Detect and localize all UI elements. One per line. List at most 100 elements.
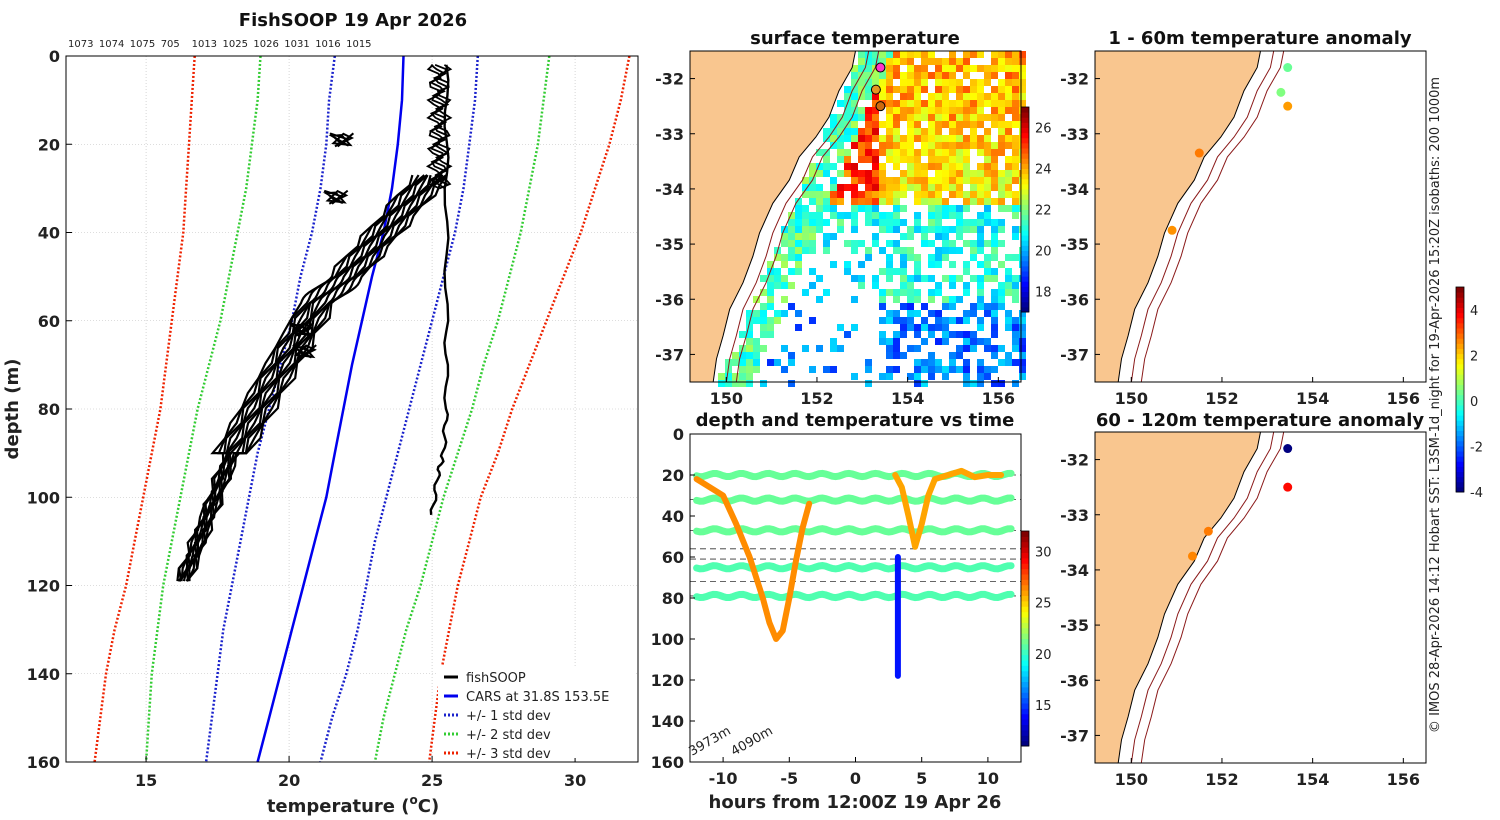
sst-pixel [1012, 289, 1019, 296]
sst-pixel [949, 191, 956, 198]
sst-pixel [949, 72, 956, 79]
sst-pixel [851, 114, 858, 121]
sst-pixel [914, 79, 921, 86]
sst-pixel [900, 303, 907, 310]
sst-pixel [816, 212, 823, 219]
sst-pixel [956, 128, 963, 135]
colorbar-segment [1021, 276, 1029, 282]
sst-pixel [886, 310, 893, 317]
sst-pixel [928, 198, 935, 205]
sst-pixel [1005, 107, 1012, 114]
sst-pixel [823, 205, 830, 212]
sst-pixel [907, 65, 914, 72]
sst-pixel [879, 373, 886, 380]
colorbar-segment [1021, 209, 1029, 216]
sst-pixel [928, 184, 935, 191]
map-y-tick-label: -32 [1060, 451, 1089, 470]
colorbar-segment [1456, 415, 1464, 421]
sst-pixel [858, 86, 865, 93]
sst-pixel [844, 261, 851, 268]
sst-pixel [956, 135, 963, 142]
sst-pixel [746, 345, 753, 352]
sst-pixel [900, 58, 907, 65]
sst-pixel [991, 345, 998, 352]
sst-pixel [844, 268, 851, 275]
colorbar-segment [1456, 384, 1464, 390]
sst-pixel [809, 233, 816, 240]
sst-pixel [928, 254, 935, 261]
sst-pixel [928, 205, 935, 212]
sst-pixel [991, 177, 998, 184]
sst-pixel [928, 114, 935, 121]
sst-pixel [767, 296, 774, 303]
sst-pixel [851, 296, 858, 303]
sst-pixel [935, 219, 942, 226]
sst-pixel [942, 135, 949, 142]
sst-pixel [872, 107, 879, 114]
sst-pixel [767, 261, 774, 268]
sst-pixel [858, 177, 865, 184]
time-series-trace [892, 467, 1005, 550]
map-x-tick-label: 152 [1205, 389, 1238, 408]
fishsoop-profile-line [185, 174, 448, 582]
sst-pixel [991, 198, 998, 205]
sst-pixel [872, 240, 879, 247]
sst-pixel [963, 163, 970, 170]
sst-pixel [928, 149, 935, 156]
sst-pixel [949, 212, 956, 219]
sst-pixel [823, 198, 830, 205]
sst-pixel [872, 51, 879, 58]
sst-pixel [921, 233, 928, 240]
sst-pixel [935, 317, 942, 324]
map-x-tick-label: 150 [1115, 389, 1148, 408]
sst-pixel [865, 86, 872, 93]
sst-pixel [1012, 282, 1019, 289]
sst-pixel [970, 114, 977, 121]
sst-pixel [823, 135, 830, 142]
colorbar-segment [1021, 132, 1029, 139]
sst-pixel [886, 366, 893, 373]
time-series-band [693, 494, 1015, 505]
sst-pixel [956, 317, 963, 324]
sst-pixel [942, 65, 949, 72]
colorbar-segment [1021, 183, 1029, 190]
sst-pixel [956, 296, 963, 303]
sst-pixel [949, 247, 956, 254]
sst-pixel [879, 135, 886, 142]
sst-pixel [970, 65, 977, 72]
sst-pixel [942, 121, 949, 128]
sst-pixel [963, 282, 970, 289]
sst-pixel [844, 128, 851, 135]
sst-pixel [935, 324, 942, 331]
sst-pixel [1012, 380, 1019, 387]
sst-pixel [872, 156, 879, 163]
sst-pixel [970, 240, 977, 247]
vessel-id-label: 1073 [68, 39, 93, 50]
colorbar-tick-label: 4 [1470, 304, 1478, 319]
colorbar-segment [1021, 281, 1029, 287]
sst-pixel [893, 142, 900, 149]
sst-pixel [879, 72, 886, 79]
sst-pixel [900, 156, 907, 163]
sst-pixel [984, 128, 991, 135]
sst-pixel [893, 331, 900, 338]
sst-pixel [816, 170, 823, 177]
sst-pixel [900, 324, 907, 331]
sst-pixel [998, 121, 1005, 128]
fishsoop-cluster [291, 344, 317, 360]
colorbar-segment [1021, 271, 1029, 277]
sst-pixel [914, 345, 921, 352]
sst-pixel [781, 366, 788, 373]
sst-pixel [858, 275, 865, 282]
sst-pixel [907, 79, 914, 86]
sst-pixel [837, 149, 844, 156]
sst-pixel [984, 261, 991, 268]
sst-pixel [1005, 359, 1012, 366]
sst-pixel [886, 79, 893, 86]
sst-pixel [830, 205, 837, 212]
sst-pixel [830, 198, 837, 205]
sst-pixel [914, 114, 921, 121]
sst-pixel [935, 233, 942, 240]
sst-pixel [760, 345, 767, 352]
sst-pixel [991, 65, 998, 72]
